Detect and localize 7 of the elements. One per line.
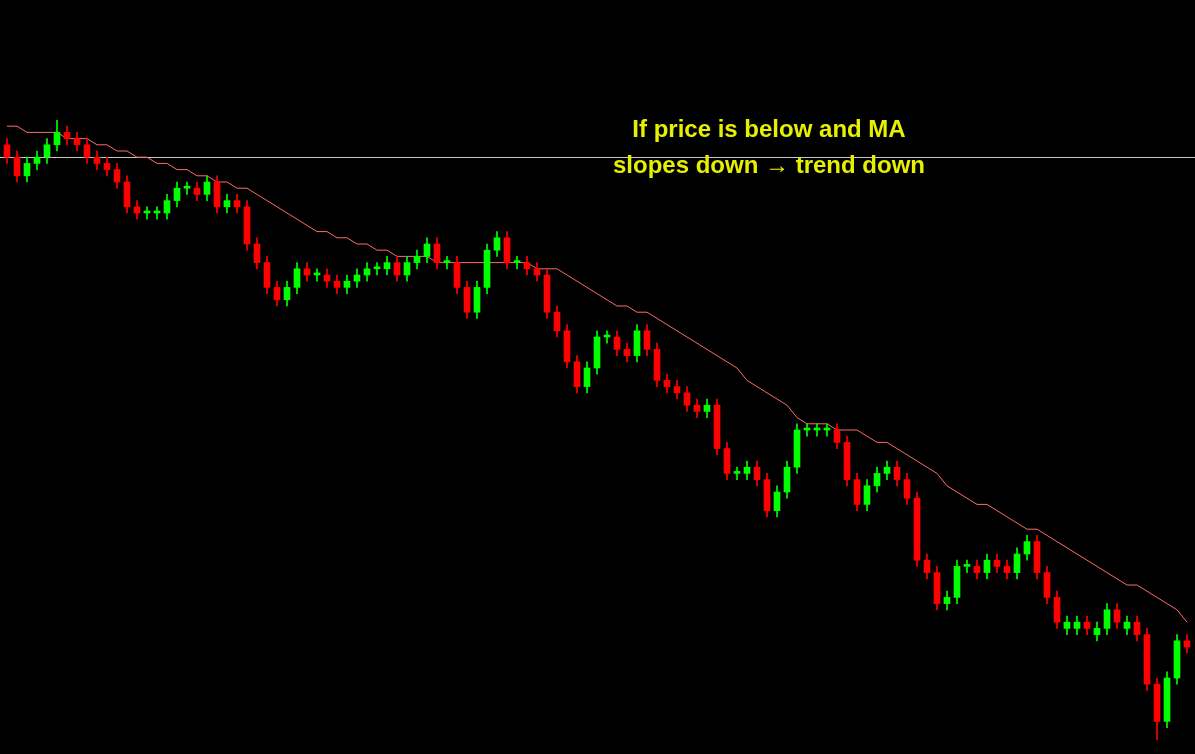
candlestick: [443, 256, 451, 270]
candlestick: [733, 466, 741, 480]
candlestick: [183, 181, 191, 195]
annotation: If price is below and MA slopes down → trend down: [613, 114, 925, 178]
candlestick: [963, 559, 971, 573]
candlestick: [513, 256, 521, 270]
candlestick: [373, 262, 381, 276]
